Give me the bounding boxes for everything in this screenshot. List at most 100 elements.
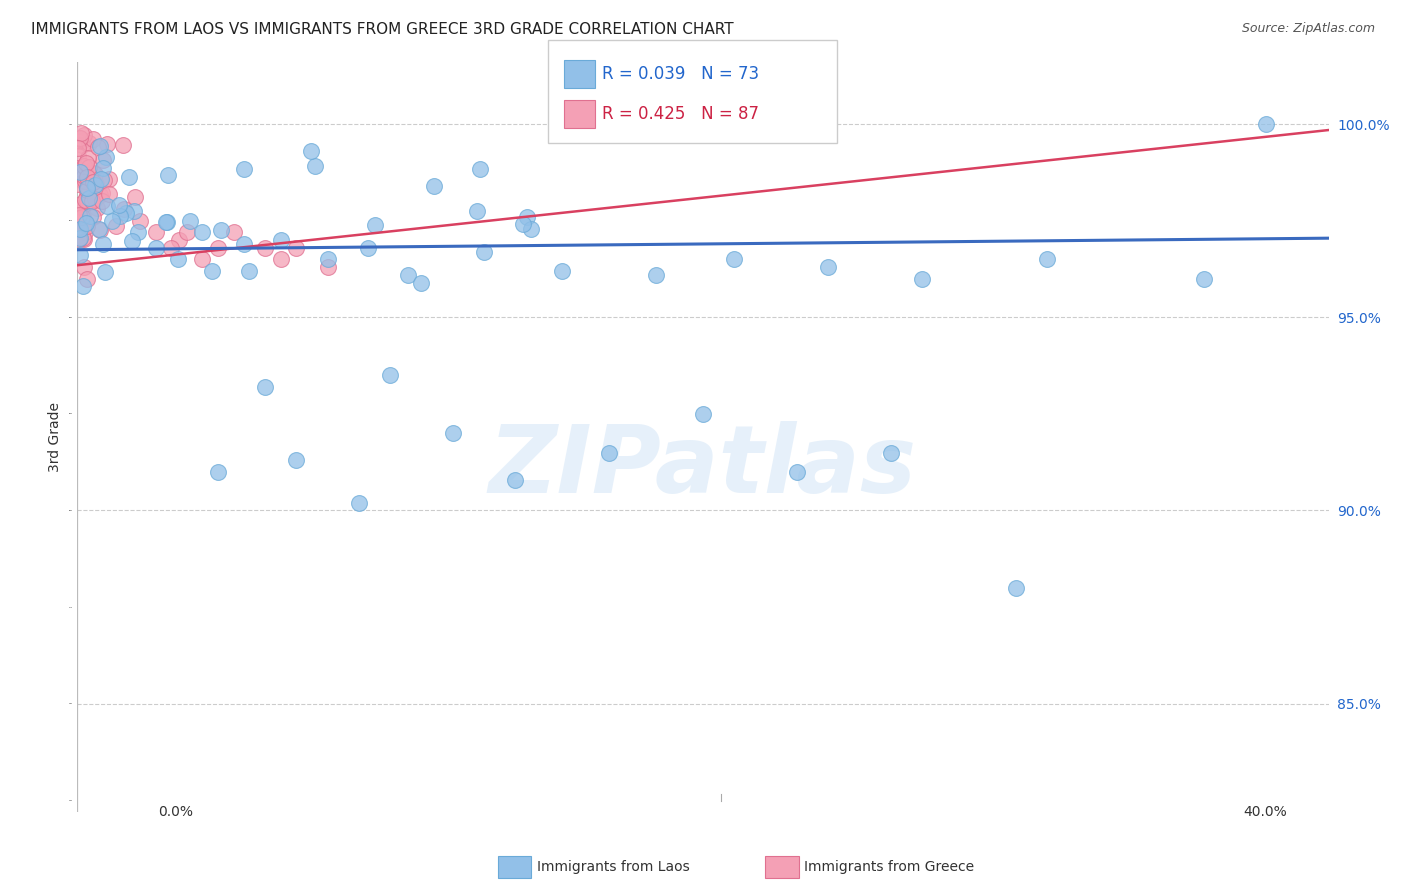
Point [96,199,118,213]
Point [112,202,135,217]
Point [1192,271,1215,285]
Point [79,209,101,223]
Point [83,167,105,181]
Point [94,265,117,279]
Point [176,226,198,240]
Point [105,219,128,234]
Point [97,186,120,201]
Point [96,137,118,152]
Point [82,175,104,189]
Point [156,215,179,229]
Point [69,248,91,262]
Text: R = 0.425   N = 87: R = 0.425 N = 87 [602,105,759,123]
Point [77,191,100,205]
Point [73,232,96,246]
Point [69,209,91,223]
Point [90,172,112,186]
Point [124,190,146,204]
Point [166,252,188,266]
Point [512,217,534,231]
Point [1254,117,1277,131]
Point [692,407,714,421]
Point [76,271,98,285]
Point [66,141,89,155]
Point [160,241,183,255]
Point [441,426,464,441]
Point [69,132,91,146]
Point [817,260,839,274]
Point [122,203,145,218]
Point [69,222,91,236]
Point [108,210,131,224]
Point [67,209,90,223]
Point [191,252,214,267]
Point [520,222,543,236]
Point [82,211,104,225]
Point [108,198,131,212]
Point [516,211,538,225]
Point [67,134,90,148]
Point [84,167,107,181]
Point [145,226,167,240]
Point [76,183,98,197]
Point [75,218,97,232]
Text: Immigrants from Laos: Immigrants from Laos [537,860,690,874]
Point [67,211,90,226]
Point [191,226,214,240]
Point [73,159,96,173]
Point [472,244,495,259]
Point [207,241,229,255]
Point [97,171,120,186]
Point [66,161,89,175]
Point [70,210,93,224]
Point [72,174,94,188]
Point [422,178,444,193]
Point [129,214,152,228]
Point [70,200,93,214]
Text: Immigrants from Greece: Immigrants from Greece [804,860,974,874]
Point [72,210,94,224]
Point [80,194,103,208]
Point [316,260,339,274]
Point [645,268,668,282]
Point [84,178,107,192]
Point [270,252,292,267]
Point [67,232,90,246]
Point [238,264,260,278]
Point [89,223,111,237]
Point [118,169,141,184]
Point [155,214,177,228]
Point [87,222,110,236]
Point [76,169,98,184]
Point [82,166,104,180]
Point [253,241,276,255]
Point [67,149,90,163]
Point [551,264,574,278]
Point [75,174,97,188]
Point [93,173,115,187]
Text: R = 0.039   N = 73: R = 0.039 N = 73 [602,65,759,83]
Point [69,131,91,145]
Point [598,445,620,459]
Y-axis label: 3rd Grade: 3rd Grade [48,402,62,472]
Point [1004,581,1026,595]
Point [465,204,488,219]
Point [470,162,492,177]
Point [232,237,254,252]
Point [411,276,433,290]
Point [232,161,254,176]
Point [304,159,326,173]
Point [91,194,114,209]
Text: ZIPatlas: ZIPatlas [489,421,917,513]
Point [316,252,339,267]
Point [1036,252,1059,267]
Point [86,140,108,154]
Point [70,197,93,211]
Point [76,187,98,202]
Point [77,164,100,178]
Point [96,150,118,164]
Point [786,465,808,479]
Point [357,241,380,255]
Point [505,473,527,487]
Point [299,144,322,158]
